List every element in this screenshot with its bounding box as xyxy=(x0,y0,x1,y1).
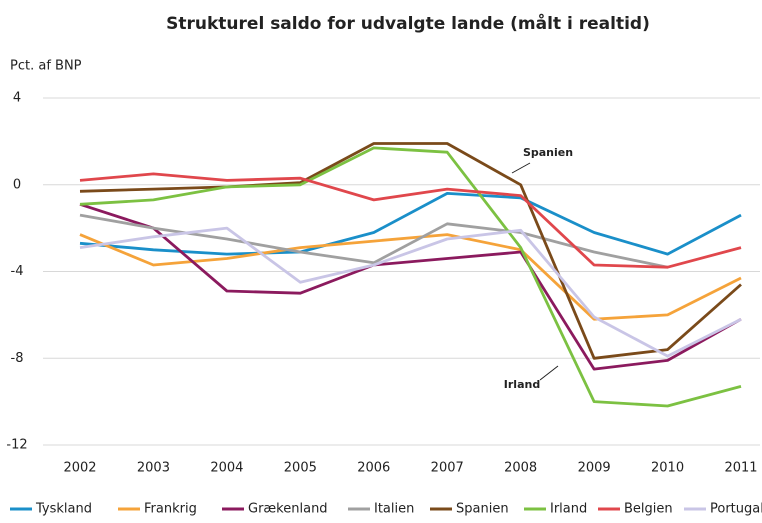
x-tick-label: 2003 xyxy=(137,461,170,476)
annotation: Irland xyxy=(504,378,540,391)
x-tick-label: 2008 xyxy=(504,461,537,476)
series-line xyxy=(79,142,742,360)
x-tick-label: 2002 xyxy=(63,461,96,476)
legend-label: Grækenland xyxy=(248,502,328,517)
legend-label: Tyskland xyxy=(35,502,92,517)
y-tick-label: -8 xyxy=(11,351,24,366)
series-line xyxy=(79,172,742,269)
y-tick-label: -12 xyxy=(6,438,27,453)
series-line xyxy=(79,192,742,256)
x-tick-label: 2010 xyxy=(651,461,684,476)
chart-title: Strukturel saldo for udvalgte lande (mål… xyxy=(166,12,650,34)
y-axis-label: Pct. af BNP xyxy=(10,59,82,74)
legend-label: Irland xyxy=(550,502,587,517)
series-line xyxy=(79,226,742,358)
legend-label: Portugal xyxy=(710,502,762,517)
x-tick-label: 2007 xyxy=(431,461,464,476)
y-tick-label: 0 xyxy=(13,177,21,192)
legend-label: Spanien xyxy=(456,502,509,517)
legend-label: Italien xyxy=(374,502,414,517)
x-tick-label: 2005 xyxy=(284,461,317,476)
legend-label: Belgien xyxy=(624,502,673,517)
series-line xyxy=(79,202,742,371)
x-tick-label: 2004 xyxy=(210,461,243,476)
annotation: Spanien xyxy=(523,146,573,159)
annotation-leader xyxy=(539,365,559,381)
y-tick-label: -4 xyxy=(11,264,24,279)
series-line xyxy=(79,213,668,269)
series-line xyxy=(79,146,742,408)
x-tick-label: 2011 xyxy=(724,461,757,476)
legend-label: Frankrig xyxy=(144,502,197,517)
y-tick-label: 4 xyxy=(13,91,21,106)
annotation-leader xyxy=(511,162,531,174)
series-line xyxy=(79,233,742,321)
x-tick-label: 2006 xyxy=(357,461,390,476)
x-tick-label: 2009 xyxy=(578,461,611,476)
